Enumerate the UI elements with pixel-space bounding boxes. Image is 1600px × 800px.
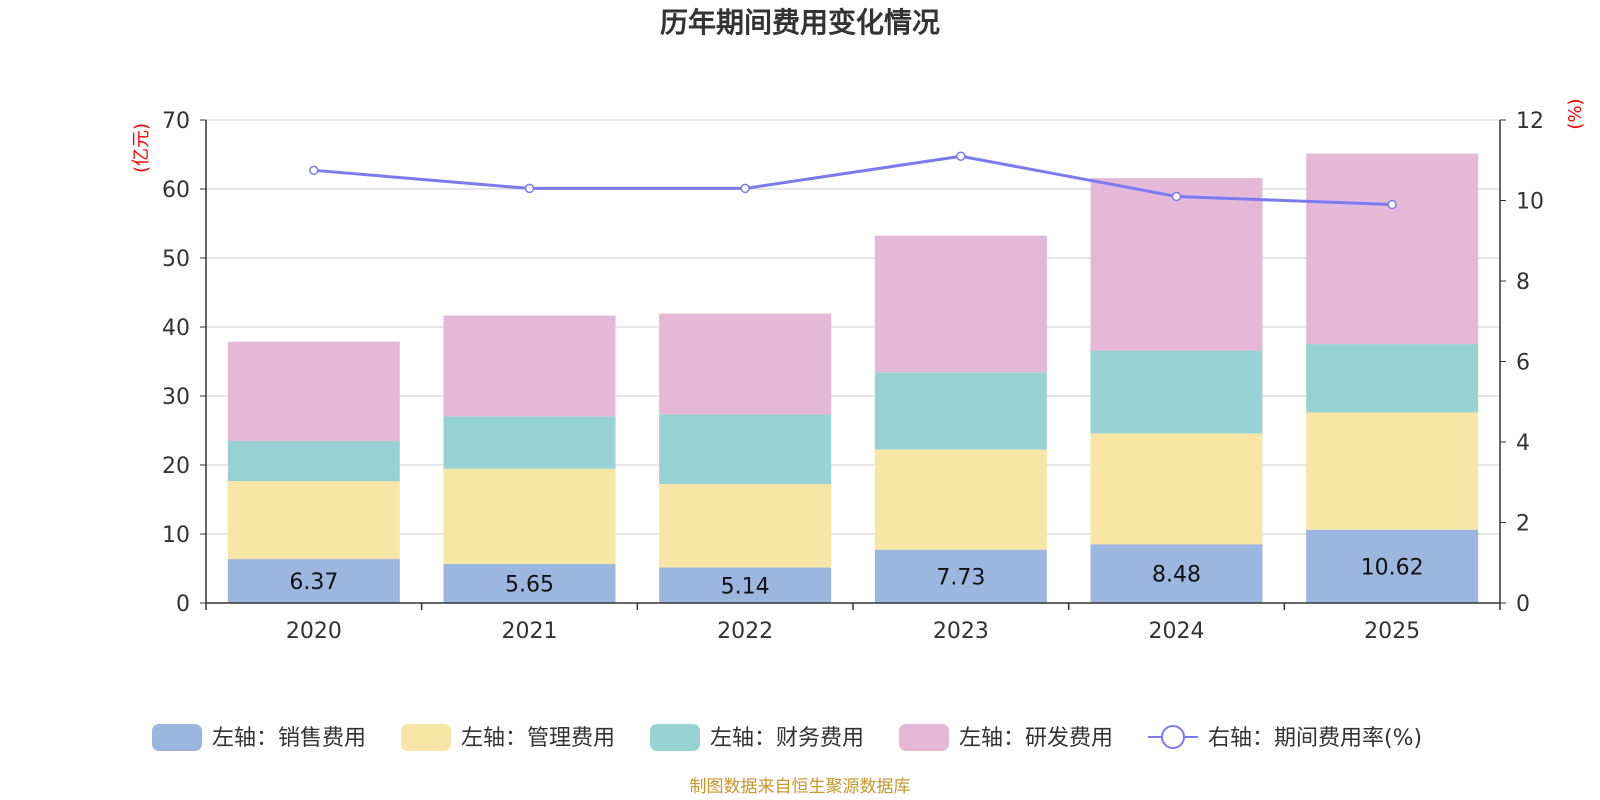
left-tick-label: 50 <box>162 247 190 272</box>
legend-swatch <box>401 724 451 751</box>
bar <box>227 559 400 603</box>
legend-label: 左轴：财务费用 <box>710 726 864 751</box>
bar <box>659 484 832 568</box>
bar <box>1306 529 1479 603</box>
bar <box>1090 544 1263 603</box>
bar <box>1306 344 1479 413</box>
data-labels: 6.37 5.65 5.14 7.73 8.48 10.62 <box>289 555 1423 599</box>
bar <box>1306 153 1479 345</box>
bar <box>659 414 832 485</box>
legend: 左轴：销售费用 左轴：管理费用 左轴：财务费用 左轴：研发费用 右轴：期间费用率(%) <box>152 724 1422 751</box>
left-tick-label: 10 <box>162 523 190 548</box>
bar <box>874 235 1047 373</box>
bar-value-label: 10.62 <box>1361 555 1424 580</box>
line-point <box>524 183 535 194</box>
bar <box>1090 350 1263 434</box>
bar-value-label: 7.73 <box>936 565 985 590</box>
legend-label: 左轴：管理费用 <box>461 726 615 751</box>
left-tick-label: 70 <box>162 109 190 134</box>
chart-title: 历年期间费用变化情况 <box>660 6 940 39</box>
line-point <box>956 151 966 161</box>
bar <box>1306 412 1479 530</box>
bar <box>443 468 616 565</box>
bar <box>443 315 616 417</box>
legend-swatch <box>152 724 202 751</box>
right-axis-unit: (%) <box>1565 98 1586 129</box>
right-tick-label: 4 <box>1516 431 1530 456</box>
bar <box>443 564 616 603</box>
line-point <box>309 165 319 176</box>
left-tick-label: 40 <box>162 316 190 341</box>
x-tick-label: 2023 <box>933 619 989 644</box>
line-point <box>740 183 750 194</box>
left-tick-label: 20 <box>162 454 190 479</box>
bar <box>874 449 1047 550</box>
x-tick-label: 2024 <box>1149 619 1205 644</box>
x-tick-label: 2021 <box>502 619 558 644</box>
legend-label: 左轴：研发费用 <box>959 726 1113 751</box>
x-tick-label: 2022 <box>717 619 773 644</box>
bar <box>1090 178 1263 351</box>
x-tick-label: 2025 <box>1364 619 1420 644</box>
bar <box>659 567 832 603</box>
axes: 0 10 20 30 40 50 60 70 0 2 4 6 8 10 12 2020 2021 2022 2023… <box>162 109 1544 644</box>
right-tick-label: 2 <box>1516 512 1530 537</box>
right-tick-label: 12 <box>1516 109 1544 134</box>
legend-label: 左轴：销售费用 <box>212 726 366 751</box>
x-tick-label: 2020 <box>286 619 342 644</box>
right-tick-label: 6 <box>1516 351 1530 376</box>
line-point <box>1171 191 1182 202</box>
bar-value-label: 6.37 <box>289 570 338 595</box>
right-tick-label: 8 <box>1516 270 1530 295</box>
bar <box>227 481 400 560</box>
legend-swatch <box>650 724 700 751</box>
bar <box>227 341 400 442</box>
right-tick-label: 0 <box>1516 592 1530 617</box>
left-tick-label: 60 <box>162 178 190 203</box>
left-tick-label: 0 <box>176 592 190 617</box>
bar <box>659 313 832 415</box>
bar-value-label: 5.14 <box>721 574 770 599</box>
bar <box>874 372 1047 450</box>
bar <box>1090 433 1263 545</box>
data-source: 制图数据来自恒生聚源数据库 <box>690 777 911 797</box>
gridlines <box>206 119 1500 535</box>
left-tick-label: 30 <box>162 385 190 410</box>
bar-value-label: 5.65 <box>505 573 554 598</box>
bar <box>227 441 400 482</box>
bar <box>874 549 1047 603</box>
legend-marker-icon <box>1161 725 1185 749</box>
left-axis-unit: (亿元) <box>131 123 152 173</box>
bar <box>443 416 616 469</box>
bar-series <box>227 153 1479 603</box>
right-tick-label: 10 <box>1516 190 1544 215</box>
legend-swatch <box>899 724 949 751</box>
bar-value-label: 8.48 <box>1152 563 1201 588</box>
line-point <box>1387 199 1397 210</box>
legend-label: 右轴：期间费用率(%) <box>1208 726 1422 751</box>
rate-line <box>313 154 1393 207</box>
line-series <box>309 151 1397 210</box>
